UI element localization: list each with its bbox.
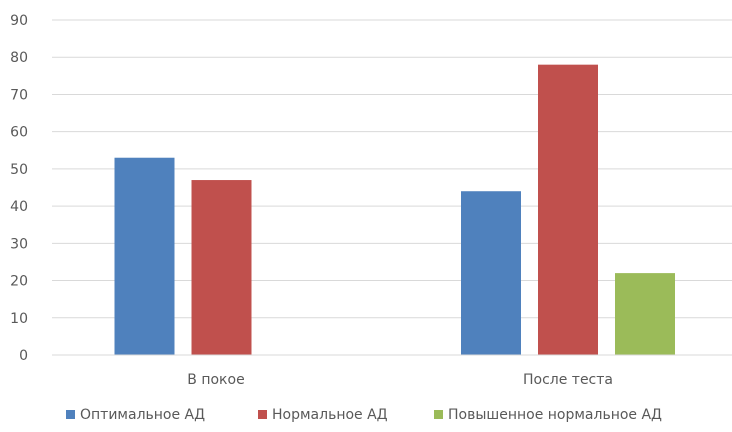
legend-label: Оптимальное АД xyxy=(80,407,205,423)
y-tick-label: 10 xyxy=(10,311,28,327)
y-tick-label: 90 xyxy=(10,13,28,29)
y-tick-label: 40 xyxy=(10,199,28,215)
y-tick-label: 50 xyxy=(10,162,28,178)
bars xyxy=(114,64,675,356)
bar-2-1 xyxy=(461,191,521,355)
bar-1-2 xyxy=(191,180,252,355)
legend-swatch xyxy=(66,410,75,419)
bar-1-1 xyxy=(114,157,175,355)
x-axis-tick-labels: В покое После теста xyxy=(187,372,613,388)
legend-label: Повышенное нормальное АД xyxy=(448,407,662,423)
y-tick-label: 60 xyxy=(10,125,28,141)
x-tick-label: В покое xyxy=(187,372,244,388)
legend: Оптимальное АД Нормальное АД Повышенное но… xyxy=(66,407,662,423)
y-tick-label: 0 xyxy=(19,348,28,364)
bar-2-3 xyxy=(615,273,675,355)
y-tick-label: 70 xyxy=(10,87,28,103)
y-axis-tick-labels: 0 10 20 30 40 50 60 70 80 90 xyxy=(10,13,28,364)
legend-swatch xyxy=(434,410,443,419)
legend-label: Нормальное АД xyxy=(272,407,388,423)
legend-swatch xyxy=(258,410,267,419)
y-tick-label: 80 xyxy=(10,50,28,66)
bar-2-2 xyxy=(538,64,598,356)
x-tick-label: После теста xyxy=(523,372,613,388)
y-tick-label: 20 xyxy=(10,274,28,290)
y-tick-label: 30 xyxy=(10,236,28,252)
